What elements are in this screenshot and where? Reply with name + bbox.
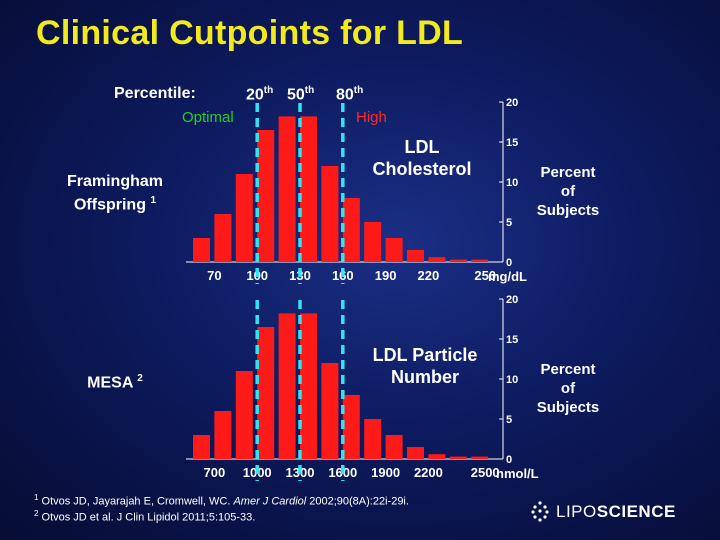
- bar-2-3: [235, 371, 253, 459]
- x-unit-1: mg/dL: [488, 269, 527, 284]
- zone-high: High: [356, 109, 387, 126]
- y-tick-label-1-20: 20: [506, 97, 518, 109]
- bar-2-1: [193, 435, 210, 459]
- bar-2-4: [257, 327, 275, 459]
- bar-2-12: [428, 454, 446, 459]
- bar-1-2: [214, 214, 232, 262]
- percentile-80: 80th: [336, 85, 364, 104]
- logo-mark-icon: [531, 501, 549, 522]
- bar-2-9: [364, 419, 382, 459]
- percentile-50: 50th: [287, 85, 315, 104]
- x-tick-label-1-190: 190: [375, 268, 397, 283]
- y-tick-label-1-0: 0: [506, 257, 512, 269]
- y-tick-label-1-15: 15: [506, 137, 518, 149]
- y-tick-label-2-0: 0: [506, 454, 512, 466]
- bar-1-4: [257, 130, 275, 262]
- x-tick-label-2-700: 700: [204, 465, 226, 480]
- bar-1-12: [428, 257, 446, 262]
- y-tick-label-2-20: 20: [506, 294, 518, 306]
- bar-1-1: [193, 238, 210, 262]
- x-tick-label-1-70: 70: [207, 268, 221, 283]
- y-tick-label-1-10: 10: [506, 177, 518, 189]
- bar-2-14: [471, 456, 489, 459]
- percentile-20: 20th: [246, 85, 274, 104]
- bar-2-2: [214, 411, 232, 459]
- bar-2-10: [385, 435, 403, 459]
- bar-1-14: [471, 259, 489, 262]
- percentile-label: Percentile:: [114, 85, 196, 102]
- bar-1-13: [449, 259, 467, 262]
- reference-2: 2 Otvos JD et al. J Clin Lipidol 2011;5:…: [34, 509, 256, 524]
- bar-1-6: [300, 116, 317, 263]
- y-tick-label-2-15: 15: [506, 334, 518, 346]
- bar-1-10: [385, 238, 403, 262]
- y-axis-label-1: Percent of Subjects: [536, 164, 600, 219]
- y-tick-label-1-5: 5: [506, 217, 512, 229]
- bar-1-7: [321, 166, 339, 262]
- x-tick-label-2-2500: 2500: [471, 465, 500, 480]
- x-tick-label-1-250: 250: [474, 268, 496, 283]
- liposcience-logo: LIPOSCIENCE: [531, 501, 676, 522]
- bar-2-13: [449, 456, 467, 459]
- slide-title: Clinical Cutpoints for LDL: [36, 14, 464, 52]
- bar-2-11: [407, 447, 424, 459]
- bar-2-7: [321, 363, 339, 459]
- x-tick-label-1-220: 220: [418, 268, 440, 283]
- bar-2-5: [278, 313, 296, 459]
- bar-1-3: [235, 174, 253, 262]
- x-tick-label-2-1900: 1900: [371, 465, 400, 480]
- y-tick-label-2-10: 10: [506, 374, 518, 386]
- bar-1-9: [364, 222, 382, 262]
- bar-2-8: [342, 395, 360, 459]
- bar-1-8: [342, 198, 360, 262]
- group-label-framingham: Framingham Offspring 1: [66, 173, 163, 214]
- group-label-mesa: MESA 2: [87, 373, 143, 392]
- y-axis-label-2: Percent of Subjects: [536, 361, 600, 416]
- bar-1-5: [278, 116, 296, 263]
- x-unit-2: nmol/L: [496, 466, 539, 481]
- bar-1-11: [407, 250, 424, 262]
- x-tick-label-2-2200: 2200: [414, 465, 443, 480]
- chart-title-ldl-c: LDL Cholesterol: [372, 137, 472, 179]
- zone-optimal: Optimal: [182, 109, 234, 126]
- y-tick-label-2-5: 5: [506, 414, 512, 426]
- chart-title-ldl-p: LDL Particle Number: [372, 345, 478, 387]
- reference-1: 1 Otvos JD, Jayarajah E, Cromwell, WC. A…: [34, 493, 409, 508]
- bar-2-6: [300, 313, 317, 459]
